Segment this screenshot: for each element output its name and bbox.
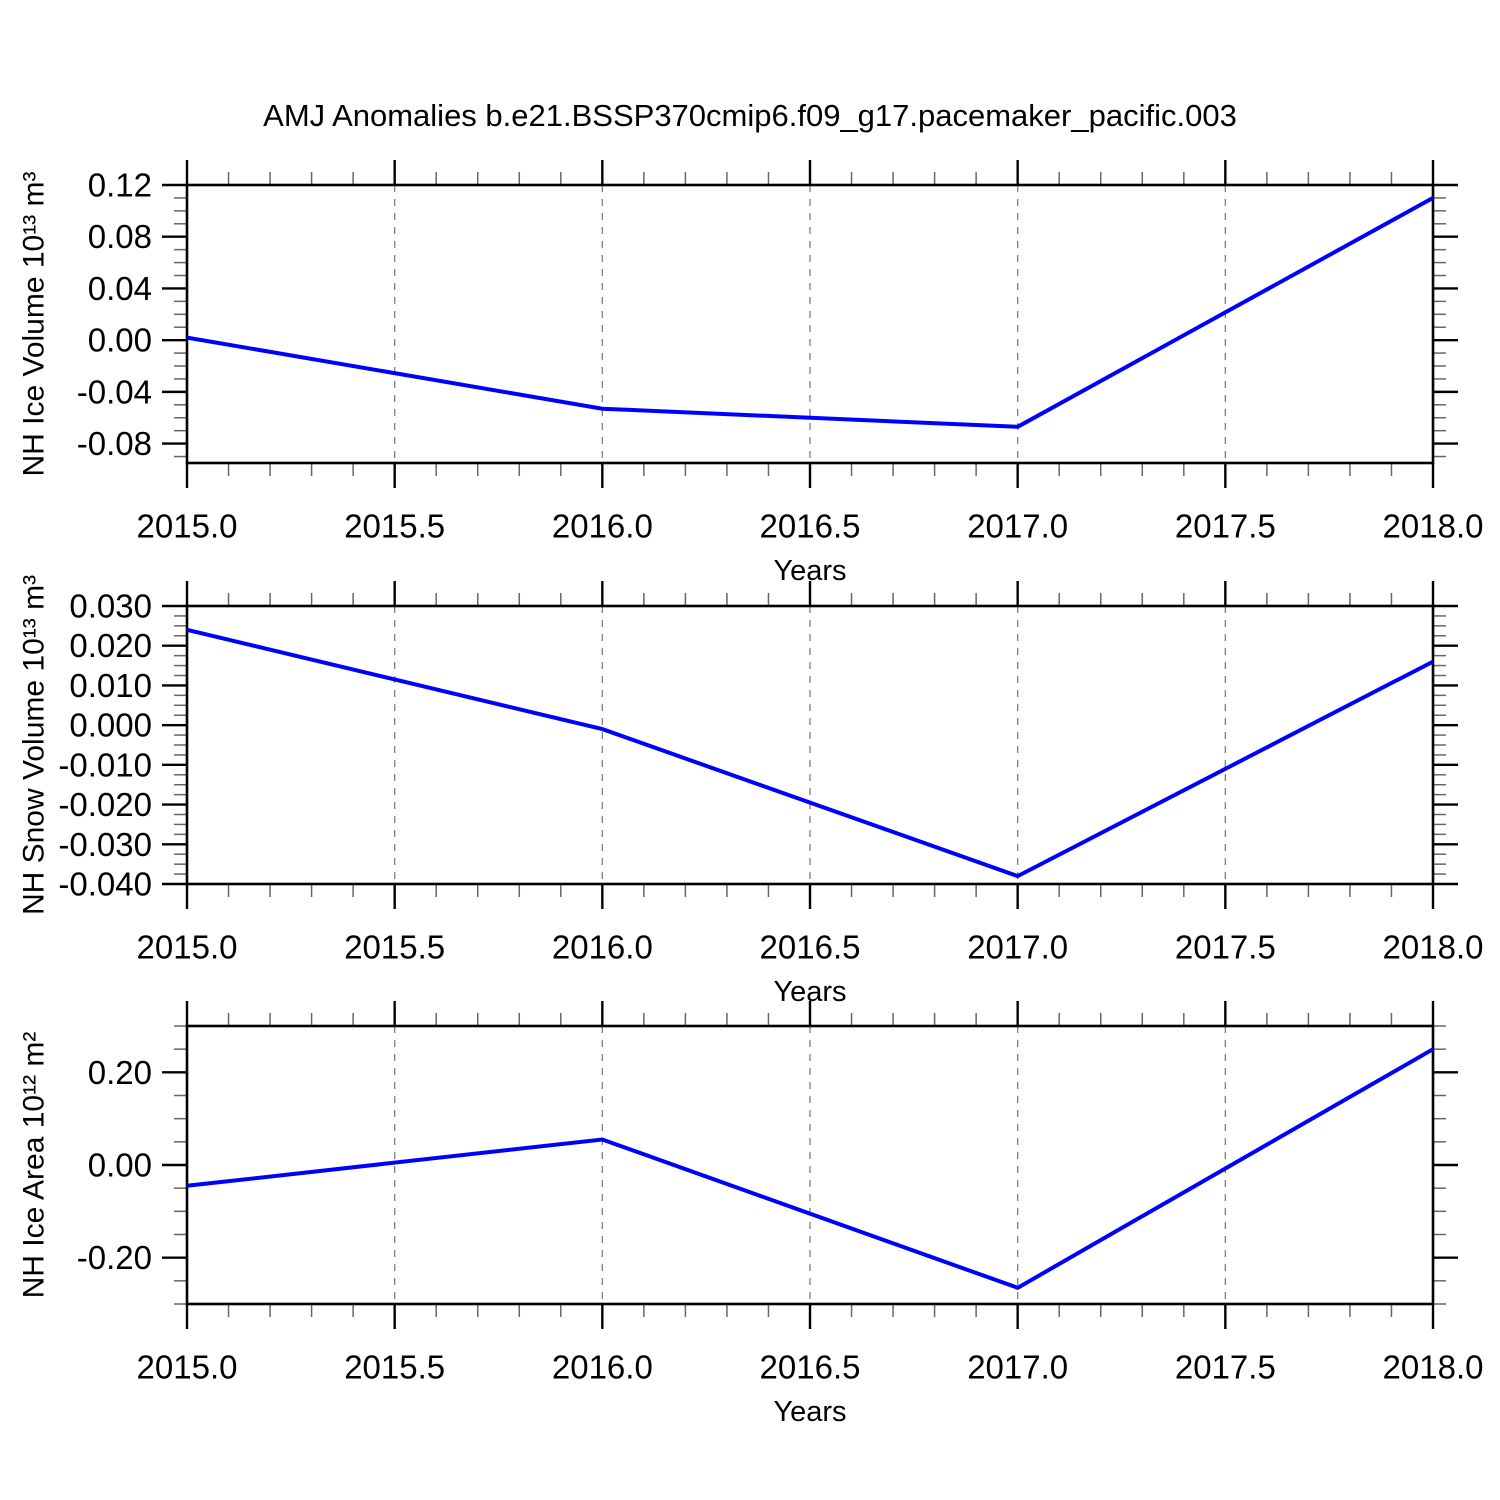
y-axis-title: NH Ice Area 10¹² m² bbox=[18, 1032, 51, 1299]
y-tick-label: -0.08 bbox=[77, 425, 152, 462]
y-axis-title: NH Snow Volume 10¹³ m³ bbox=[18, 575, 51, 915]
plot-frame bbox=[185, 604, 1435, 886]
x-tick-label: 2015.0 bbox=[137, 1349, 238, 1386]
y-tick-label: 0.030 bbox=[69, 588, 152, 625]
x-tick-label: 2017.0 bbox=[967, 929, 1068, 966]
y-tick-label: -0.010 bbox=[58, 746, 152, 783]
y-tick-label: 0.010 bbox=[69, 667, 152, 704]
panel-nh-ice-area: 0.20 0.00 -0.20 2015.0 2015.5 2016.0 2016.5 201… bbox=[18, 1001, 1484, 1428]
x-tick-label: 2018.0 bbox=[1383, 929, 1484, 966]
y-tick-label: 0.20 bbox=[88, 1054, 152, 1091]
series-line-nh-ice-volume bbox=[186, 196, 1434, 429]
panel-nh-ice-volume: 0.12 0.08 0.04 0.00 -0.04 -0.08 2015.0 2015.5 20… bbox=[18, 160, 1484, 587]
x-tick-label: 2016.0 bbox=[552, 929, 653, 966]
y-tick-label: -0.040 bbox=[58, 866, 152, 903]
chart-title: AMJ Anomalies b.e21.BSSP370cmip6.f09_g17… bbox=[263, 98, 1237, 133]
y-tick-label: -0.030 bbox=[58, 826, 152, 863]
x-tick-label: 2015.0 bbox=[137, 508, 238, 545]
y-tick-label: 0.020 bbox=[69, 627, 152, 664]
y-tick-label: -0.020 bbox=[58, 786, 152, 823]
x-tick-label: 2018.0 bbox=[1383, 1349, 1484, 1386]
panel-nh-snow-volume: 0.0300.0200.0100.000-0.010-0.020-0.030-0… bbox=[18, 575, 1484, 1008]
x-axis-title: Years bbox=[773, 1396, 846, 1428]
x-tick-label: 2017.0 bbox=[967, 1349, 1068, 1386]
y-tick-label: 0.12 bbox=[88, 167, 152, 204]
y-tick-label: 0.00 bbox=[88, 1147, 152, 1184]
x-tick-label: 2017.5 bbox=[1175, 1349, 1276, 1386]
y-tick-label: 0.04 bbox=[88, 270, 152, 307]
plot-frame bbox=[185, 183, 1435, 465]
y-tick-label: 0.000 bbox=[69, 707, 152, 744]
y-tick-label: 0.08 bbox=[88, 218, 152, 255]
x-tick-label: 2015.5 bbox=[344, 929, 445, 966]
x-tick-label: 2018.0 bbox=[1383, 508, 1484, 545]
x-tick-label: 2016.5 bbox=[760, 1349, 861, 1386]
series-line-nh-snow-volume bbox=[186, 627, 1434, 879]
x-tick-label: 2016.5 bbox=[760, 929, 861, 966]
y-axis-title: NH Ice Volume 10¹³ m³ bbox=[18, 171, 51, 476]
x-tick-label: 2015.0 bbox=[137, 929, 238, 966]
x-tick-label: 2016.0 bbox=[552, 1349, 653, 1386]
plot-frame bbox=[185, 1024, 1435, 1306]
y-tick-label: 0.00 bbox=[88, 322, 152, 359]
x-tick-label: 2017.0 bbox=[967, 508, 1068, 545]
x-tick-label: 2016.5 bbox=[760, 508, 861, 545]
y-tick-label: -0.20 bbox=[77, 1239, 152, 1276]
x-tick-label: 2017.5 bbox=[1175, 508, 1276, 545]
x-tick-label: 2017.5 bbox=[1175, 929, 1276, 966]
x-tick-label: 2015.5 bbox=[344, 508, 445, 545]
x-tick-label: 2015.5 bbox=[344, 1349, 445, 1386]
series-line-nh-ice-area bbox=[186, 1047, 1434, 1290]
y-tick-label: -0.04 bbox=[77, 373, 152, 410]
x-tick-label: 2016.0 bbox=[552, 508, 653, 545]
